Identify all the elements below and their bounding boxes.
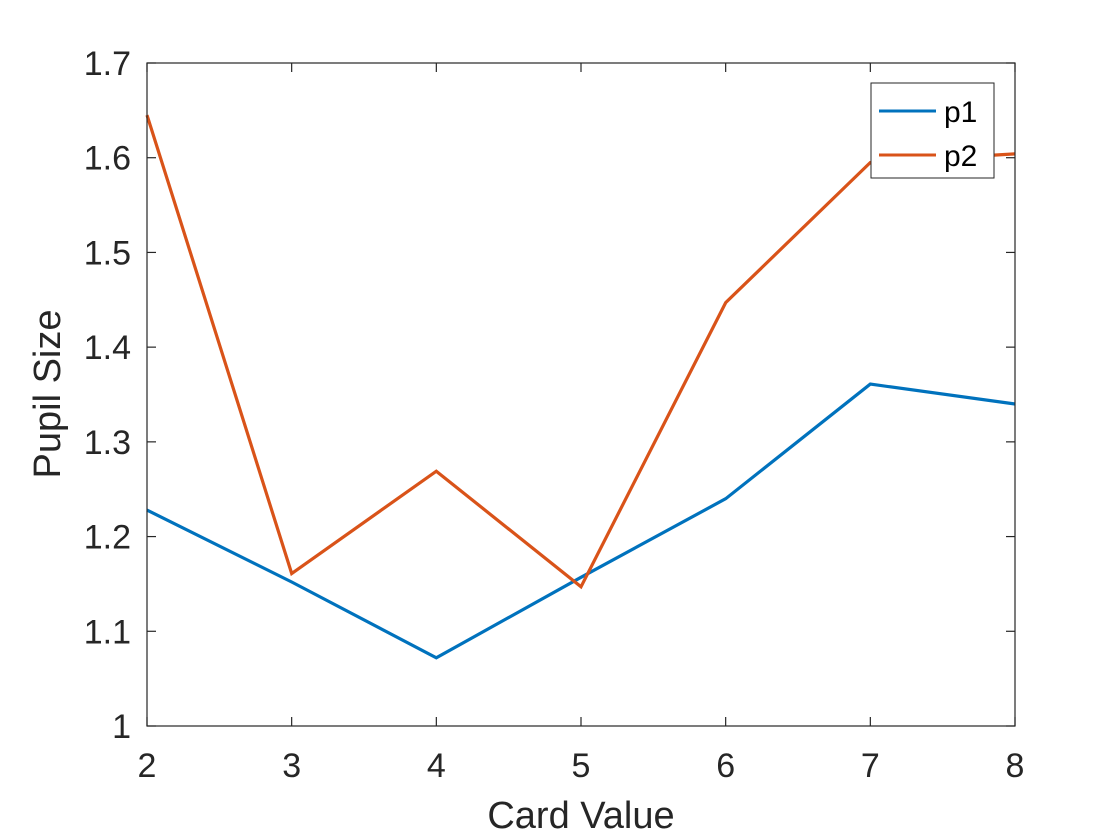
x-tick-label: 7	[861, 747, 880, 785]
x-tick-label: 3	[282, 747, 301, 785]
plot-background	[147, 63, 1015, 726]
y-tick-label: 1.6	[84, 140, 131, 178]
x-tick-label: 8	[1006, 747, 1025, 785]
x-tick-label: 2	[138, 747, 157, 785]
tick-layer: 2 3 4 5 6 7 8 1 1.1 1.2 1.3 1.4 1.5 1.6 1.7	[84, 45, 1025, 785]
x-axis-label: Card Value	[487, 795, 674, 837]
series-layer	[145, 114, 1016, 660]
series-line-p2	[145, 114, 1016, 590]
series-line-p1	[146, 382, 1016, 660]
legend-label-p2: p2	[944, 140, 977, 173]
legend: p1 p2	[870, 82, 995, 179]
y-tick-label: 1.4	[84, 329, 131, 367]
y-tick-label: 1.3	[84, 424, 131, 462]
legend-label-p1: p1	[944, 96, 977, 129]
y-tick-label: 1.7	[84, 45, 131, 83]
x-tick-label: 4	[427, 747, 446, 785]
y-axis-label: Pupil Size	[27, 310, 69, 479]
y-tick-label: 1.1	[84, 613, 131, 651]
y-tick-label: 1.5	[84, 234, 131, 272]
y-tick-label: 1	[112, 708, 131, 746]
x-tick-label: 6	[716, 747, 735, 785]
legend-box	[870, 82, 995, 179]
x-tick-label: 5	[572, 747, 591, 785]
y-tick-label: 1.2	[84, 519, 131, 557]
